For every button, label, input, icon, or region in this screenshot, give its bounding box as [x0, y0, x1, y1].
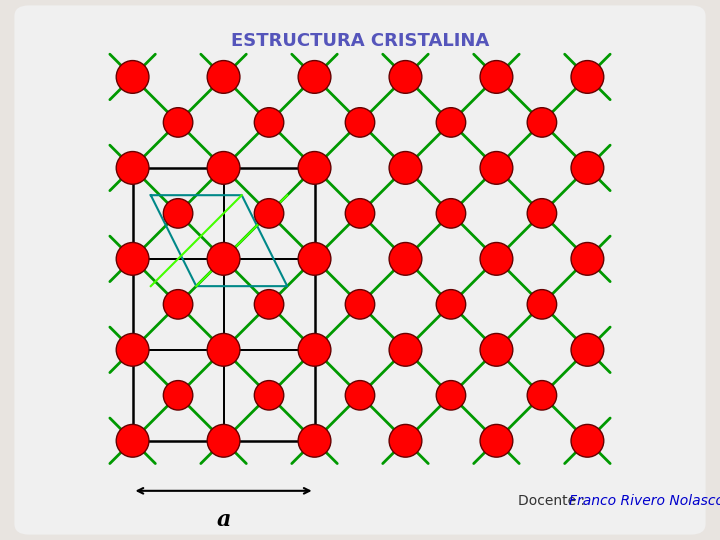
Circle shape [298, 424, 331, 457]
Circle shape [163, 289, 193, 319]
Circle shape [480, 60, 513, 93]
Circle shape [527, 289, 557, 319]
Circle shape [254, 199, 284, 228]
Circle shape [254, 107, 284, 137]
Text: Docente :: Docente : [518, 494, 590, 508]
Circle shape [116, 424, 149, 457]
Circle shape [436, 289, 466, 319]
Circle shape [116, 334, 149, 366]
Circle shape [207, 60, 240, 93]
Circle shape [480, 334, 513, 366]
Circle shape [116, 242, 149, 275]
Circle shape [527, 199, 557, 228]
Circle shape [207, 424, 240, 457]
Circle shape [389, 334, 422, 366]
Circle shape [207, 152, 240, 184]
Circle shape [116, 152, 149, 184]
Circle shape [163, 381, 193, 410]
Circle shape [436, 199, 466, 228]
Circle shape [298, 152, 331, 184]
Circle shape [480, 424, 513, 457]
Circle shape [298, 60, 331, 93]
Circle shape [571, 60, 604, 93]
Circle shape [571, 152, 604, 184]
Circle shape [436, 107, 466, 137]
Circle shape [389, 242, 422, 275]
Circle shape [207, 242, 240, 275]
Circle shape [346, 199, 374, 228]
Circle shape [254, 381, 284, 410]
Text: ESTRUCTURA CRISTALINA: ESTRUCTURA CRISTALINA [231, 32, 489, 50]
Circle shape [163, 199, 193, 228]
Circle shape [480, 242, 513, 275]
Text: a: a [217, 509, 230, 531]
Circle shape [207, 334, 240, 366]
Circle shape [346, 107, 374, 137]
Circle shape [527, 381, 557, 410]
Text: Franco Rivero Nolasco: Franco Rivero Nolasco [569, 494, 720, 508]
Circle shape [436, 381, 466, 410]
Circle shape [346, 289, 374, 319]
Circle shape [116, 60, 149, 93]
Circle shape [346, 381, 374, 410]
Circle shape [254, 289, 284, 319]
Circle shape [389, 152, 422, 184]
Circle shape [571, 334, 604, 366]
Circle shape [163, 107, 193, 137]
Circle shape [389, 60, 422, 93]
Circle shape [571, 424, 604, 457]
Circle shape [571, 242, 604, 275]
Circle shape [527, 107, 557, 137]
Circle shape [298, 334, 331, 366]
Circle shape [480, 152, 513, 184]
Circle shape [389, 424, 422, 457]
Circle shape [298, 242, 331, 275]
